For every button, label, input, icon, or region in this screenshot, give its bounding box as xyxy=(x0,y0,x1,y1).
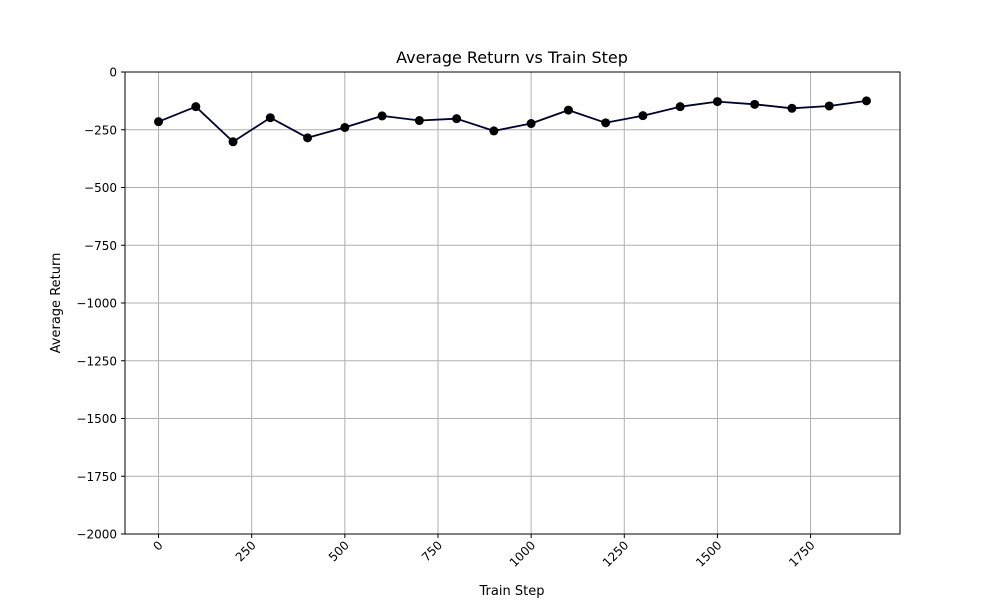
data-point xyxy=(452,114,462,124)
data-point xyxy=(377,111,387,121)
data-point xyxy=(638,111,648,121)
data-point xyxy=(265,113,275,123)
data-point xyxy=(489,126,499,136)
y-tick-label: −500 xyxy=(84,181,117,195)
y-tick-label: −1500 xyxy=(76,412,117,426)
data-point xyxy=(526,119,536,129)
x-tick-label: 1250 xyxy=(600,538,631,569)
data-point xyxy=(228,137,238,147)
x-tick-label: 0 xyxy=(150,538,165,553)
data-point xyxy=(787,103,797,113)
data-point xyxy=(824,101,834,111)
data-point xyxy=(303,133,313,143)
x-axis: 0 250 500 750 1000 1250 1500 1750 xyxy=(150,534,818,570)
data-point xyxy=(154,117,164,127)
x-tick-label: 250 xyxy=(233,538,259,564)
data-point xyxy=(750,99,760,109)
series-line xyxy=(158,100,867,143)
data-point xyxy=(414,116,424,126)
series xyxy=(154,96,871,147)
y-tick-label: 0 xyxy=(109,66,117,80)
x-axis-label: Train Step xyxy=(479,584,545,599)
data-point xyxy=(712,97,722,107)
y-tick-label: −1750 xyxy=(76,470,117,484)
x-tick-label: 500 xyxy=(326,538,352,564)
y-tick-label: −1250 xyxy=(76,354,117,368)
x-tick-label: 1750 xyxy=(786,538,817,569)
y-axis-label: Average Return xyxy=(49,253,64,354)
chart-title: Average Return vs Train Step xyxy=(396,48,628,67)
x-tick-label: 1500 xyxy=(693,538,724,569)
y-tick-label: −1000 xyxy=(76,297,117,311)
data-point xyxy=(563,105,573,115)
x-tick-label: 1000 xyxy=(507,538,538,569)
y-tick-label: −250 xyxy=(84,123,117,137)
y-tick-label: −2000 xyxy=(76,528,117,542)
y-tick-label: −750 xyxy=(84,239,117,253)
data-point xyxy=(191,102,201,112)
y-axis: 0 −250 −500 −750 −1000 −1250 −1500 −1750 −2000 xyxy=(76,66,125,542)
x-tick-label: 750 xyxy=(419,538,445,564)
data-point xyxy=(340,122,350,132)
data-point xyxy=(675,102,685,112)
data-point xyxy=(861,96,871,106)
data-point xyxy=(601,118,611,128)
